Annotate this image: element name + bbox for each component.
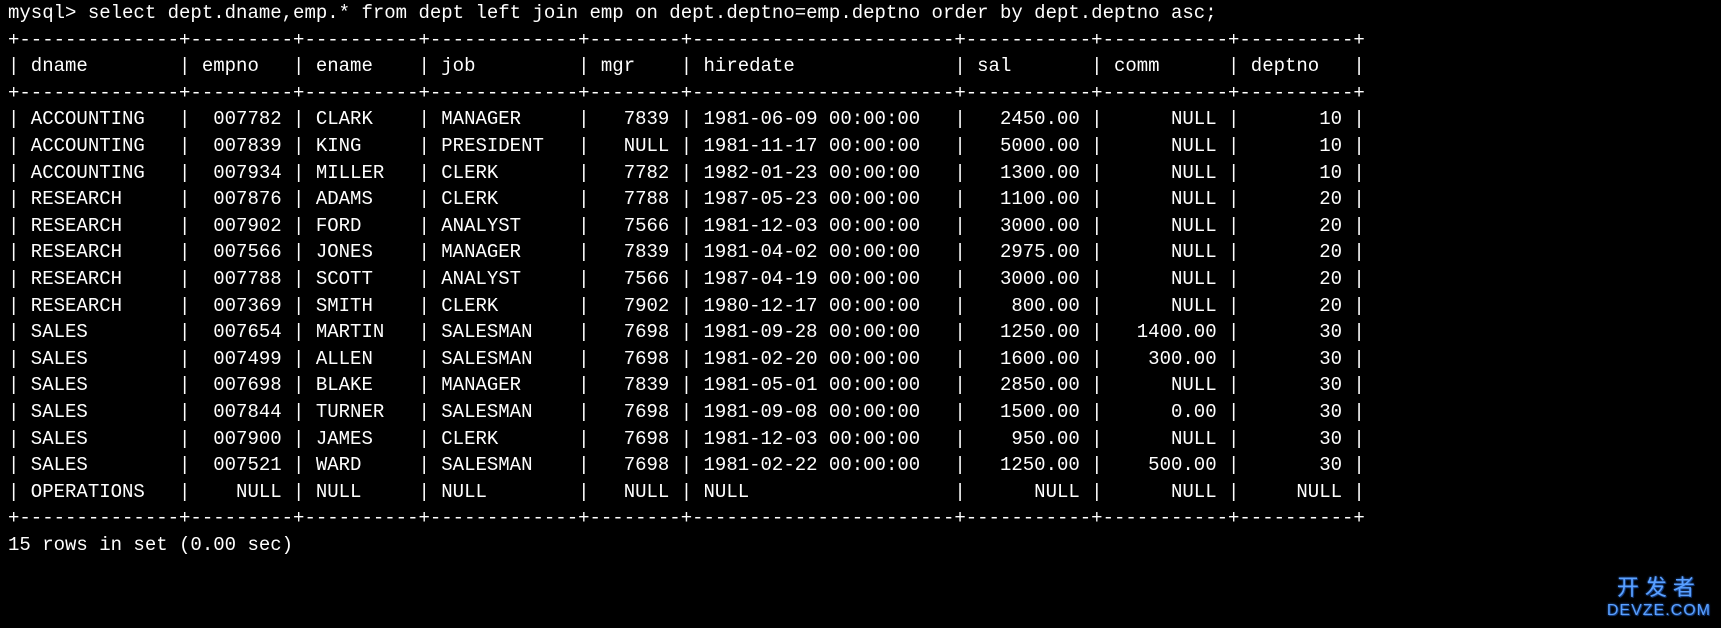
watermark-text-en: DEVZE.COM — [1607, 600, 1711, 622]
watermark-text-cn: 开发者 — [1607, 573, 1711, 604]
site-watermark: 开发者 DEVZE.COM — [1607, 573, 1711, 622]
mysql-terminal-output: mysql> select dept.dname,emp.* from dept… — [0, 0, 1721, 558]
